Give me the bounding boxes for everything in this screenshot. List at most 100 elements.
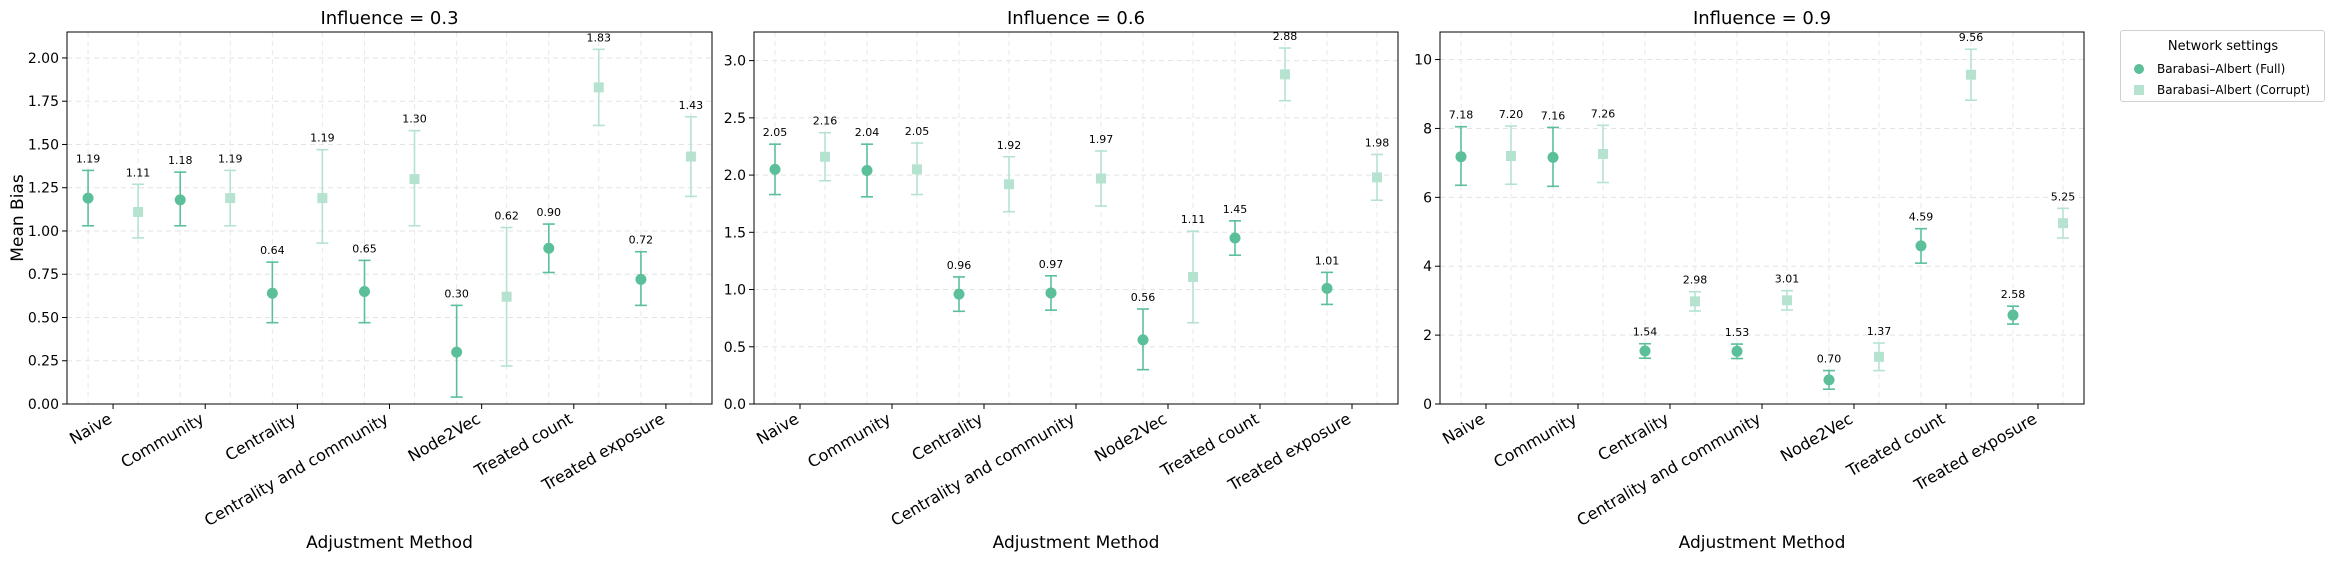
y-tick-label: 2 xyxy=(1423,328,1432,344)
data-point-full xyxy=(82,192,94,204)
data-label: 2.88 xyxy=(1273,30,1298,43)
data-point-corrupt xyxy=(593,82,604,93)
y-tick-label: 0.50 xyxy=(28,310,59,326)
y-tick-label: 1.75 xyxy=(28,94,59,110)
data-point-full xyxy=(2007,309,2019,321)
x-tick-label: Naive xyxy=(66,409,115,448)
data-point-corrupt xyxy=(133,206,144,217)
plot-frame xyxy=(1439,31,2085,405)
x-tick-label: Node2Vec xyxy=(405,409,484,466)
data-point-full xyxy=(1639,345,1651,357)
data-point-corrupt xyxy=(1372,172,1382,183)
y-tick-label: 1.25 xyxy=(28,181,59,197)
y-tick-label: 1.00 xyxy=(28,224,59,240)
data-point-full xyxy=(174,194,186,206)
data-label: 1.54 xyxy=(1633,326,1658,339)
y-tick-label: 6 xyxy=(1423,190,1432,206)
legend-marker-corrupt xyxy=(2134,85,2144,95)
data-label: 4.59 xyxy=(1909,211,1934,224)
data-label: 1.19 xyxy=(218,152,243,165)
data-label: 7.16 xyxy=(1541,109,1566,122)
data-point-corrupt xyxy=(225,193,236,204)
y-tick-label: 0.5 xyxy=(724,340,746,356)
data-point-corrupt xyxy=(317,193,328,204)
data-point-corrupt xyxy=(2058,218,2068,229)
data-label: 9.56 xyxy=(1959,31,1984,44)
data-label: 1.83 xyxy=(587,31,612,44)
x-axis-label: Adjustment Method xyxy=(993,533,1160,553)
data-label: 0.97 xyxy=(1039,258,1064,271)
data-label: 7.26 xyxy=(1591,107,1616,120)
y-tick-label: 10 xyxy=(1414,53,1432,69)
data-label: 0.30 xyxy=(444,287,469,300)
chart-panel-influence-0.6: 0.0 0.5 1.0 1.5 2.0 2.5 3.0 Naive Community Centr… xyxy=(724,8,1399,553)
data-point-full xyxy=(1455,151,1467,163)
chart-panel-influence-0.3: 0.00 0.25 0.50 0.75 1.00 1.25 1.50 1.75 2.00 Naiv… xyxy=(8,8,713,553)
legend-label-full: Barabasi–Albert (Full) xyxy=(2157,62,2285,76)
data-label: 0.56 xyxy=(1131,291,1156,304)
legend-label-corrupt: Barabasi–Albert (Corrupt) xyxy=(2157,83,2310,97)
data-point-full xyxy=(1045,287,1057,299)
data-label: 1.01 xyxy=(1315,254,1340,267)
data-point-corrupt xyxy=(1004,179,1014,190)
y-tick-label: 0.75 xyxy=(28,267,59,283)
data-point-corrupt xyxy=(1598,148,1608,159)
data-label: 0.70 xyxy=(1817,353,1842,366)
x-axis-label: Adjustment Method xyxy=(1679,533,1846,553)
data-label: 1.19 xyxy=(310,132,335,145)
data-point-corrupt xyxy=(1874,351,1884,362)
data-label: 2.98 xyxy=(1683,274,1708,287)
y-tick-label: 4 xyxy=(1423,259,1432,275)
data-label: 0.96 xyxy=(947,259,972,272)
data-point-corrupt xyxy=(912,164,922,175)
y-tick-label: 1.50 xyxy=(28,137,59,153)
data-label: 5.25 xyxy=(2051,190,2076,203)
data-point-corrupt xyxy=(1966,69,1976,80)
data-label: 1.92 xyxy=(997,139,1022,152)
data-point-full xyxy=(1547,151,1559,163)
data-label: 7.20 xyxy=(1499,108,1524,121)
x-tick-label: Community xyxy=(118,409,208,472)
x-tick-label: Centrality xyxy=(1595,409,1672,465)
data-label: 2.05 xyxy=(763,126,788,139)
data-label: 1.11 xyxy=(1181,213,1206,226)
x-tick-label: Node2Vec xyxy=(1777,409,1856,466)
y-tick-label: 1.0 xyxy=(724,283,746,299)
data-label: 1.11 xyxy=(126,166,151,179)
data-point-full xyxy=(266,287,278,299)
y-tick-label: 0 xyxy=(1423,397,1432,413)
data-label: 2.04 xyxy=(855,126,880,139)
x-tick-label: Community xyxy=(1490,409,1580,472)
data-label: 1.45 xyxy=(1223,203,1248,216)
data-label: 1.98 xyxy=(1365,136,1390,149)
data-label: 0.65 xyxy=(352,242,377,255)
y-tick-label: 3.0 xyxy=(724,54,746,70)
data-point-corrupt xyxy=(1782,295,1792,306)
data-label: 1.30 xyxy=(402,113,427,126)
plot-frame xyxy=(66,31,713,405)
data-point-full xyxy=(359,286,370,298)
data-label: 2.58 xyxy=(2001,288,2026,301)
legend-marker-full xyxy=(2134,64,2144,74)
data-point-full xyxy=(451,346,463,358)
data-label: 1.37 xyxy=(1867,325,1892,338)
data-point-corrupt xyxy=(1506,151,1516,161)
data-label: 7.18 xyxy=(1449,109,1474,122)
x-tick-label: Naive xyxy=(753,409,802,448)
data-point-full xyxy=(1731,345,1743,357)
y-tick-label: 2.00 xyxy=(28,51,59,67)
data-label: 1.19 xyxy=(76,152,101,165)
x-tick-label: Community xyxy=(804,409,894,472)
y-tick-label: 1.5 xyxy=(724,225,746,241)
data-label: 0.64 xyxy=(260,244,285,257)
data-label: 2.05 xyxy=(905,125,930,138)
data-point-full xyxy=(635,273,647,285)
data-label: 1.53 xyxy=(1725,326,1750,339)
legend: Network settings Barabasi–Albert (Full) … xyxy=(2120,30,2325,102)
data-point-full xyxy=(1321,282,1333,294)
data-label: 0.72 xyxy=(629,234,654,247)
x-tick-label: Centrality xyxy=(222,409,299,465)
